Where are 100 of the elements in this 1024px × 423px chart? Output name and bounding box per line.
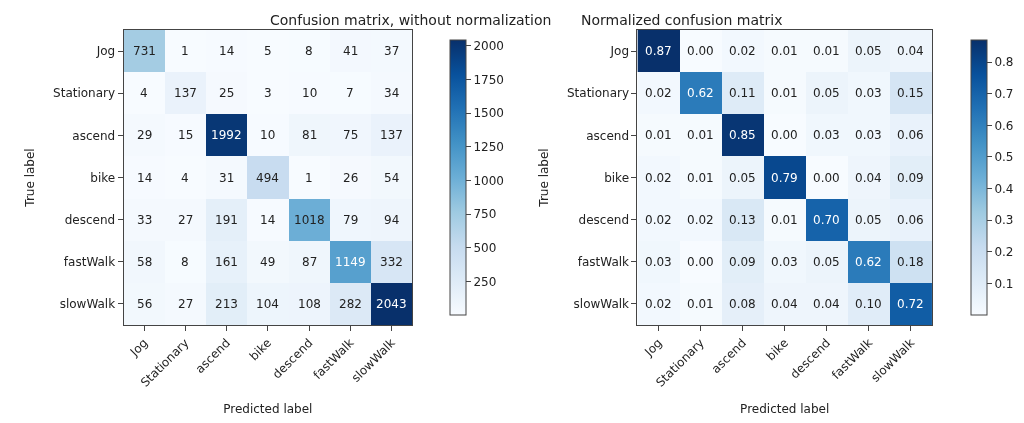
data-label: 213 bbox=[215, 297, 238, 311]
data-label: 10 bbox=[302, 86, 318, 100]
data-label: 0.72 bbox=[897, 297, 924, 311]
y-axis-title: True label bbox=[537, 148, 552, 208]
data-label: 0.01 bbox=[771, 86, 798, 100]
color-bar-label: 0.7 bbox=[994, 86, 1014, 101]
data-label: 282 bbox=[339, 297, 362, 311]
data-label: 49 bbox=[260, 255, 276, 269]
data-label: 31 bbox=[219, 171, 235, 185]
chart-title: Normalized confusion matrix bbox=[581, 12, 783, 28]
color-bar-label: 2000 bbox=[473, 38, 504, 53]
data-label: 27 bbox=[178, 213, 194, 227]
data-label: 4 bbox=[181, 171, 189, 185]
data-label: 332 bbox=[380, 255, 403, 269]
data-label: 0.05 bbox=[855, 213, 882, 227]
data-label: 14 bbox=[137, 171, 153, 185]
data-label: 0.03 bbox=[771, 255, 798, 269]
x-axis-title: Predicted label bbox=[740, 401, 830, 416]
data-label: 0.05 bbox=[813, 255, 840, 269]
color-bar-label: 1500 bbox=[473, 106, 504, 121]
data-label: 27 bbox=[178, 297, 194, 311]
data-label: 137 bbox=[174, 86, 197, 100]
data-label: 0.87 bbox=[645, 44, 672, 58]
data-label: 54 bbox=[384, 171, 400, 185]
data-label: 25 bbox=[219, 86, 235, 100]
data-label: 0.00 bbox=[813, 171, 840, 185]
data-label: 0.02 bbox=[687, 213, 714, 227]
color-bar-label: 0.1 bbox=[994, 276, 1014, 291]
data-label: 0.00 bbox=[687, 255, 714, 269]
color-bar-label: 750 bbox=[473, 207, 497, 222]
data-label: 0.05 bbox=[855, 44, 882, 58]
y-tick-label: Stationary bbox=[53, 86, 116, 101]
data-label: 0.02 bbox=[645, 86, 672, 100]
data-label: 108 bbox=[298, 297, 321, 311]
data-label: 1 bbox=[181, 44, 189, 58]
data-label: 0.01 bbox=[771, 44, 798, 58]
color-bar-label: 0.8 bbox=[994, 55, 1014, 70]
data-label: 1018 bbox=[294, 213, 325, 227]
y-tick-label: fastWalk bbox=[63, 254, 116, 269]
data-label: 75 bbox=[343, 128, 359, 142]
data-label: 0.62 bbox=[687, 86, 714, 100]
y-tick-label: bike bbox=[604, 170, 630, 185]
data-label: 3 bbox=[264, 86, 272, 100]
data-label: 0.18 bbox=[897, 255, 924, 269]
y-tick-label: slowWalk bbox=[59, 297, 116, 312]
data-label: 0.01 bbox=[813, 44, 840, 58]
data-label: 0.04 bbox=[771, 297, 798, 311]
data-label: 191 bbox=[215, 213, 238, 227]
data-label: 104 bbox=[256, 297, 279, 311]
x-axis-title: Predicted label bbox=[223, 401, 313, 416]
data-label: 0.04 bbox=[855, 171, 882, 185]
y-tick-label: bike bbox=[90, 170, 116, 185]
data-label: 41 bbox=[343, 44, 359, 58]
data-label: 94 bbox=[384, 213, 400, 227]
data-label: 4 bbox=[140, 86, 148, 100]
y-tick-label: Jog bbox=[609, 44, 630, 59]
y-tick-label: descend bbox=[578, 212, 630, 227]
color-bar-label: 0.6 bbox=[994, 118, 1014, 133]
y-tick-label: Jog bbox=[95, 44, 116, 59]
data-label: 10 bbox=[260, 128, 276, 142]
color-bar-label: 1750 bbox=[473, 72, 504, 87]
y-tick-label: Stationary bbox=[566, 86, 630, 101]
data-label: 0.01 bbox=[687, 171, 714, 185]
x-tick-label: bike bbox=[763, 335, 792, 364]
data-label: 0.04 bbox=[813, 297, 840, 311]
data-label: 0.62 bbox=[855, 255, 882, 269]
data-label: 0.85 bbox=[729, 128, 756, 142]
color-bar-label: 0.3 bbox=[994, 213, 1014, 228]
data-label: 0.03 bbox=[855, 128, 882, 142]
data-label: 0.70 bbox=[813, 213, 840, 227]
data-label: 0.02 bbox=[645, 297, 672, 311]
color-bar-label: 0.4 bbox=[994, 181, 1014, 196]
chart-title: Confusion matrix, without normalization bbox=[270, 12, 552, 28]
data-label: 1 bbox=[305, 171, 313, 185]
y-axis-title: True label bbox=[23, 148, 38, 208]
data-label: 0.00 bbox=[771, 128, 798, 142]
data-label: 0.09 bbox=[897, 171, 924, 185]
data-label: 56 bbox=[137, 297, 153, 311]
data-label: 2043 bbox=[376, 297, 407, 311]
y-tick-label: ascend bbox=[72, 128, 116, 143]
color-bar-label: 1250 bbox=[473, 139, 504, 154]
data-label: 33 bbox=[137, 213, 153, 227]
data-label: 731 bbox=[133, 44, 156, 58]
data-label: 8 bbox=[305, 44, 313, 58]
data-label: 0.11 bbox=[729, 86, 756, 100]
data-label: 0.15 bbox=[897, 86, 924, 100]
data-label: 0.06 bbox=[897, 128, 924, 142]
data-label: 8 bbox=[181, 255, 189, 269]
data-label: 161 bbox=[215, 255, 238, 269]
y-tick-label: descend bbox=[64, 212, 116, 227]
data-label: 0.02 bbox=[645, 213, 672, 227]
data-label: 0.01 bbox=[687, 128, 714, 142]
data-label: 0.02 bbox=[729, 44, 756, 58]
data-label: 14 bbox=[219, 44, 235, 58]
data-label: 0.03 bbox=[645, 255, 672, 269]
data-label: 0.13 bbox=[729, 213, 756, 227]
data-label: 29 bbox=[137, 128, 153, 142]
data-label: 0.01 bbox=[645, 128, 672, 142]
data-label: 0.00 bbox=[687, 44, 714, 58]
data-label: 0.02 bbox=[645, 171, 672, 185]
